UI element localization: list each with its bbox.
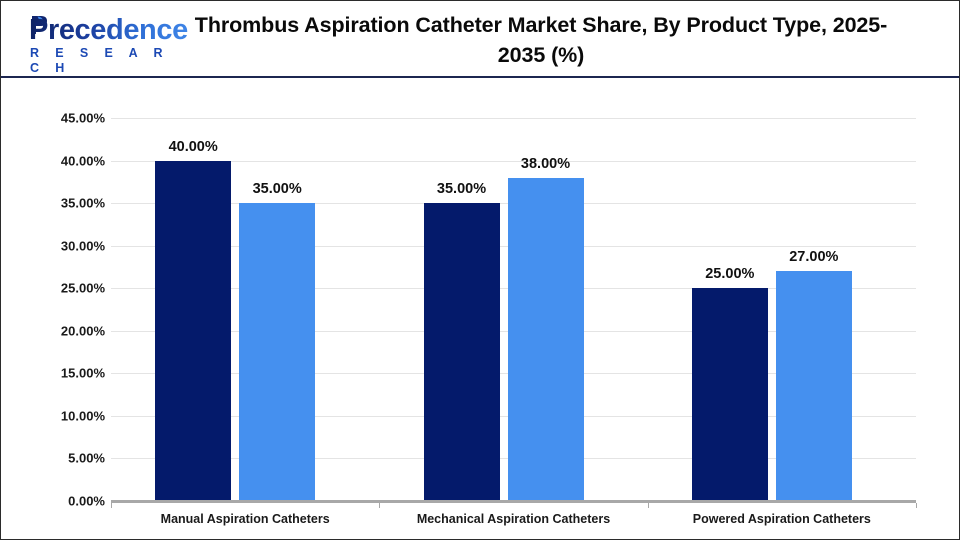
x-axis-tick [379,503,381,508]
bar-2025-2[interactable] [423,203,500,501]
bar-value-label: 25.00% [705,266,755,283]
precedence-research-logo: Precedence R E S E A R C H [13,13,188,75]
logo-subtitle: R E S E A R C H [30,46,169,75]
leaf-p-icon [32,16,47,34]
x-axis-tick [111,503,112,508]
x-axis-line [111,500,916,503]
bar-2035-2[interactable] [507,177,584,501]
y-axis-tick-label: 30.00% [60,238,105,254]
chart-plot-region: 0.00% 5.00% 10.00% 15.00% 20.00% 25.00% 30.00%… [1,80,959,539]
y-axis-tick-label: 25.00% [60,280,105,296]
y-axis-tick-label: 45.00% [60,110,105,126]
y-axis-tick-label: 20.00% [60,323,105,339]
header-bar: Precedence R E S E A R C H Thrombus Aspi… [1,1,959,78]
y-axis-tick-label: 40.00% [60,153,105,169]
bar-2025-1[interactable] [155,160,232,501]
bar-2025-3[interactable] [691,288,768,501]
bar-value-label: 35.00% [436,181,487,198]
x-axis-category-label: Mechanical Aspiration Catheters [416,512,611,526]
logo-wordmark: Precedence [29,14,188,46]
y-axis: 0.00% 5.00% 10.00% 15.00% 20.00% 25.00% 30.00%… [29,80,105,539]
plot-area: 40.00% 35.00% 35.00% 38.00% 25.00% 27.00% [111,118,916,502]
y-axis-tick-label: 10.00% [60,408,105,424]
x-axis-tick [647,503,649,508]
bar-2035-1[interactable] [239,203,316,501]
y-axis-tick-label: 0.00% [68,493,105,509]
bar-2035-3[interactable] [775,271,852,501]
x-axis-category-label: Powered Aspiration Catheters [692,512,871,526]
y-axis-tick-label: 5.00% [68,450,105,466]
bar-value-label: 27.00% [789,249,839,266]
gridline [111,118,916,119]
x-axis-tick [916,503,917,508]
y-axis-tick-label: 15.00% [60,365,105,381]
x-axis-category-label: Manual Aspiration Catheters [160,512,330,526]
gridline [111,160,916,162]
bar-value-label: 40.00% [168,138,218,155]
y-axis-tick-label: 35.00% [60,195,105,211]
bar-value-label: 38.00% [520,155,571,172]
bar-value-label: 35.00% [252,181,302,198]
chart-title: Thrombus Aspiration Catheter Market Shar… [194,13,888,67]
